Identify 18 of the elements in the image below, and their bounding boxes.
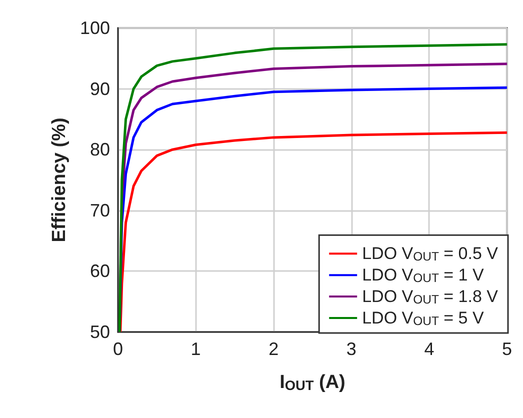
legend-label: LDO VOUT = 0.5 V xyxy=(362,244,499,264)
y-tick-label: 100 xyxy=(80,18,110,38)
legend-label: LDO VOUT = 1 V xyxy=(362,266,484,286)
legend-label: LDO VOUT = 5 V xyxy=(362,308,484,328)
x-tick-label: 0 xyxy=(112,339,124,359)
legend-label: LDO VOUT = 1.8 V xyxy=(362,287,499,307)
y-axis-title: Efficiency (%) xyxy=(49,118,70,242)
x-axis-title: IOUT (A) xyxy=(280,372,346,394)
x-tick-label: 5 xyxy=(502,339,512,359)
y-tick-label: 60 xyxy=(90,261,110,282)
x-tick-label: 1 xyxy=(190,339,201,359)
y-tick-label: 80 xyxy=(90,140,110,160)
x-tick-label: 2 xyxy=(268,339,279,359)
y-tick-label: 50 xyxy=(90,322,110,342)
x-tick-label: 4 xyxy=(424,339,434,359)
y-tick-label: 90 xyxy=(90,78,110,99)
y-tick-label: 70 xyxy=(90,200,110,220)
x-tick-label: 3 xyxy=(346,339,356,359)
